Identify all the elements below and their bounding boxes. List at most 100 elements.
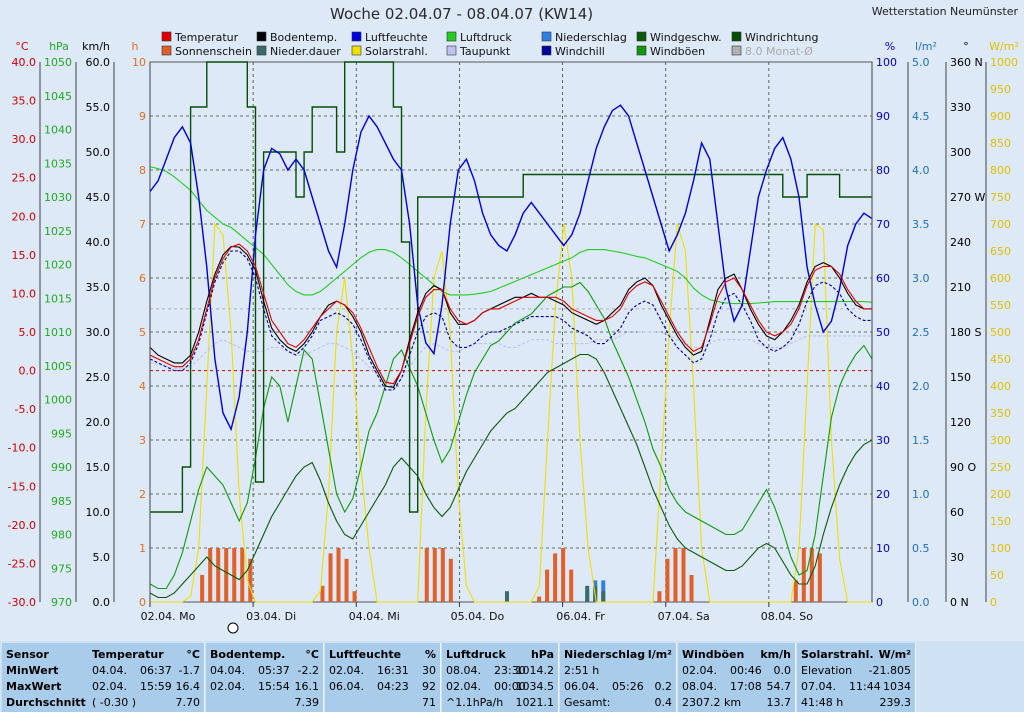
stats-date: 04.04. (92, 664, 127, 677)
y-tick-label-temperature: 5.0 (19, 326, 37, 339)
y-tick-label-temperature: -10.0 (8, 442, 36, 455)
legend-label: Luftfeuchte (365, 31, 428, 44)
y-tick-label-wind: 15.0 (86, 461, 111, 474)
stats-time: 15:54 (258, 680, 290, 693)
stats-value: 16.1 (294, 680, 320, 693)
bar-sonnenschein (545, 569, 550, 602)
stats-time: 06:37 (140, 664, 172, 677)
y-tick-label-precipitation: 0.5 (912, 542, 930, 555)
stats-cell-row: 02.04. 00:00 1034.5 (446, 679, 554, 695)
legend-swatch[interactable] (351, 31, 362, 42)
bar-sonnenschein (440, 548, 445, 602)
legend-swatch[interactable] (636, 45, 647, 56)
y-tick-label-humidity: 70 (876, 218, 890, 231)
y-tick-label-sunshine: 1 (139, 542, 146, 555)
stats-column: Temperatur °C 04.04. 06:37 -1.7 02.04. 15:59 16… (88, 643, 205, 712)
y-tick-label-pressure: 1050 (44, 56, 72, 69)
legend-label: Solarstrahl. (365, 45, 428, 58)
stats-value: 0.2 (654, 680, 673, 693)
stats-value: 30 (422, 664, 436, 677)
stats-cell-row: 71 (329, 695, 436, 711)
axis-unit-humidity: % (885, 40, 895, 53)
y-tick-label-direction: 330 (950, 101, 971, 114)
y-tick-label-wind: 45.0 (86, 191, 111, 204)
x-tick-label: 02.04. Mo (141, 610, 196, 623)
stats-column-unit: W/m² (878, 648, 911, 661)
stats-column-name: Luftfeuchte (329, 648, 402, 661)
bar-sonnenschein (793, 580, 798, 602)
chart-title: Woche 02.04.07 - 08.04.07 (KW14) (330, 5, 594, 23)
legend-swatch[interactable] (731, 45, 742, 56)
bar-sonnenschein (200, 575, 205, 602)
legend-swatch[interactable] (161, 45, 172, 56)
stats-cell-row: 08.04. 17:08 54.7 (682, 679, 791, 695)
y-tick-label-precipitation: 3.5 (912, 218, 930, 231)
stats-column-header: Temperatur °C (92, 647, 200, 663)
y-tick-label-sunshine: 6 (139, 272, 146, 285)
y-tick-label-precipitation: 0.0 (912, 596, 930, 609)
stats-value: 1014.2 (515, 664, 555, 677)
bar-niederdauer (601, 591, 606, 602)
y-tick-label-solar: 700 (990, 218, 1011, 231)
y-tick-label-wind: 10.0 (86, 506, 111, 519)
stats-cell-row: 2307.2 km 13.7 (682, 695, 791, 711)
bar-sonnenschein (208, 548, 213, 602)
legend-swatch[interactable] (446, 31, 457, 42)
legend-swatch[interactable] (256, 31, 267, 42)
stats-time: 16:31 (377, 664, 409, 677)
stats-value: 7.39 (294, 696, 320, 709)
stats-cell-row: 2:51 h (564, 663, 672, 679)
y-tick-label-pressure: 1010 (44, 326, 72, 339)
y-tick-label-solar: 450 (990, 353, 1011, 366)
legend-swatch[interactable] (446, 45, 457, 56)
bar-sonnenschein (689, 575, 694, 602)
y-tick-label-temperature: -15.0 (8, 480, 36, 493)
y-tick-label-wind: 50.0 (86, 146, 111, 159)
bar-sonnenschein (817, 553, 822, 602)
legend-label: Windrichtung (745, 31, 818, 44)
legend-label: Niederschlag (555, 31, 627, 44)
y-tick-label-solar: 150 (990, 515, 1011, 528)
legend-swatch[interactable] (256, 45, 267, 56)
y-tick-label-pressure: 1035 (44, 157, 72, 170)
stats-row-label: Durchschnitt (6, 696, 86, 709)
axis-unit-precipitation: l/m² (915, 40, 937, 53)
legend-label: Windböen (650, 45, 705, 58)
y-tick-label-solar: 800 (990, 164, 1011, 177)
y-tick-label-temperature: -25.0 (8, 557, 36, 570)
stats-date: ( -0.30 ) (92, 696, 137, 709)
y-tick-label-sunshine: 4 (139, 380, 146, 393)
legend-label: Windgeschw. (650, 31, 722, 44)
stats-column-header: Niederschlag l/m² (564, 647, 672, 663)
stats-date: 08.04. (446, 664, 481, 677)
stats-column: Niederschlag l/m² 2:51 h 06.04. 05:26 0.2 Gesa… (560, 643, 677, 712)
legend-swatch[interactable] (541, 45, 552, 56)
legend-swatch[interactable] (161, 31, 172, 42)
y-tick-label-solar: 850 (990, 137, 1011, 150)
bar-sonnenschein (424, 548, 429, 602)
y-tick-label-precipitation: 1.5 (912, 434, 930, 447)
y-tick-label-sunshine: 10 (132, 56, 146, 69)
legend-swatch[interactable] (541, 31, 552, 42)
stats-date: Gesamt: (564, 696, 611, 709)
legend-label: Temperatur (174, 31, 239, 44)
bar-sonnenschein (665, 558, 670, 602)
stats-date: 06.04. (564, 680, 599, 693)
stats-value: 1021.1 (515, 696, 555, 709)
stats-value: -2.2 (297, 664, 319, 677)
legend-swatch[interactable] (351, 45, 362, 56)
stats-cell-row: 7.39 (210, 695, 320, 711)
y-tick-label-humidity: 30 (876, 434, 890, 447)
legend-swatch[interactable] (636, 31, 647, 42)
y-tick-label-direction: 270 W (950, 191, 985, 204)
x-tick-label: 03.04. Di (246, 610, 296, 623)
x-tick-label: 05.04. Do (451, 610, 505, 623)
y-tick-label-solar: 550 (990, 299, 1011, 312)
stats-cell-row: 41:48 h 239.3 (801, 695, 911, 711)
legend-swatch[interactable] (731, 31, 742, 42)
stats-cell-row: ( -0.30 ) 7.70 (92, 695, 200, 711)
stats-cell-row: 02.04. 15:54 16.1 (210, 679, 319, 695)
y-tick-label-pressure: 995 (51, 427, 72, 440)
legend-label: Windchill (555, 45, 605, 58)
axis-unit-pressure: hPa (49, 40, 69, 53)
